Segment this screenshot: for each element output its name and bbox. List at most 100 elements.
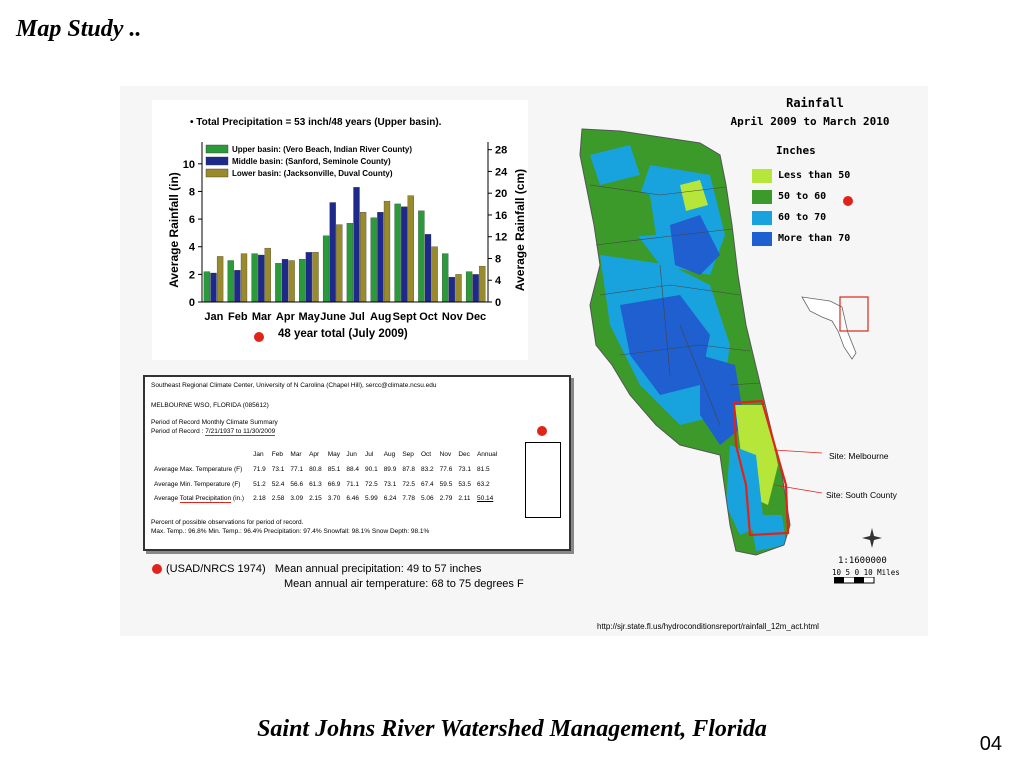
table-header-cell: May (327, 451, 340, 458)
y-right-tick-label: 28 (495, 145, 507, 157)
chart-legend: Upper basin: (Vero Beach, Indian River C… (205, 144, 412, 178)
table-cell: 2.79 (439, 495, 453, 503)
y-axis-right-label: Average Rainfall (cm) (513, 169, 527, 291)
table-row-label-part: Total Precipitation (179, 495, 232, 504)
table-cell: 50.14 (476, 495, 494, 503)
legend-swatch (752, 232, 772, 246)
table-cell: 66.9 (327, 480, 341, 488)
table-cell: 73.1 (271, 465, 285, 473)
y-right-tick-label: 4 (495, 275, 502, 287)
table-row: Average Min. Temperature (F) 51.2 52.4 56.6… (151, 475, 500, 490)
table-cell: 2.15 (309, 495, 322, 503)
table-header-cell: Dec (458, 451, 470, 458)
bar-2-Sept (407, 195, 414, 303)
table-cell: 5.06 (421, 495, 434, 503)
table-cell: 6.24 (383, 495, 397, 503)
table-cell: 53.5 (458, 480, 471, 488)
legend-swatch (752, 211, 772, 225)
table-cell: 90.1 (365, 465, 378, 473)
y-tick-label: 6 (189, 214, 195, 226)
y-right-tick-label: 24 (495, 166, 508, 178)
bar-2-Jan (216, 256, 224, 303)
table-station: MELBOURNE WSO, FLORIDA (085612) (151, 402, 269, 409)
legend-label: Upper basin: (Vero Beach, Indian River C… (232, 145, 412, 154)
site-south-county-label: Site: South County (826, 490, 897, 500)
table-cell: 63.2 (476, 480, 490, 488)
x-tick-label: Nov (442, 311, 464, 323)
bar-1-May (305, 252, 313, 303)
bar-1-Sept (401, 206, 408, 303)
table-cell: 71.9 (253, 465, 266, 473)
table-header-cell: Jul (365, 451, 374, 458)
scale-bar (834, 577, 875, 584)
bar-2-Dec (479, 265, 486, 303)
marker-dot (843, 196, 853, 206)
bars-group (203, 187, 486, 303)
bar-1-Oct (424, 234, 432, 303)
bar-0-Jul (346, 223, 354, 303)
table-corner-cell (151, 445, 250, 460)
y-right-tick-label: 8 (495, 253, 501, 265)
bar-0-Mar (251, 253, 258, 303)
table-cell: 80.8 (309, 465, 322, 473)
table-cell: 77.1 (290, 465, 304, 473)
table-header-cell: Annual (476, 451, 498, 458)
map-scale: 1:1600000 (838, 556, 887, 566)
bar-1-Jan (210, 272, 217, 303)
bar-1-Feb (234, 270, 241, 303)
table-cell: 71.1 (346, 480, 360, 488)
slide-footer-title: Saint Johns River Watershed Management, … (257, 716, 767, 742)
table-note-1: Percent of possible observations for per… (151, 519, 304, 526)
site-melbourne-label: Site: Melbourne (829, 451, 889, 461)
bar-1-Apr (281, 259, 289, 303)
county-lines (589, 184, 761, 426)
y-tick-label: 8 (189, 186, 195, 198)
table-cell: 67.4 (421, 480, 434, 488)
bar-2-Mar (264, 247, 271, 303)
x-tick-label: Sept (393, 311, 417, 323)
table-row-label-part: Average (154, 495, 180, 503)
table-cell: 73.1 (383, 480, 397, 488)
bar-0-Apr (275, 263, 282, 303)
marker-dot (254, 332, 264, 342)
table-header-cell: Oct (421, 451, 432, 458)
x-tick-label: Dec (466, 311, 486, 323)
table-cell: 3.70 (327, 495, 341, 503)
legend-swatch (205, 168, 229, 178)
x-tick-label: Jul (349, 311, 365, 323)
y-right-tick-label: 16 (495, 210, 507, 222)
table-row-label-part: (in.) (231, 495, 245, 503)
legend-swatch (205, 156, 229, 166)
table-cell: 77.6 (439, 465, 453, 473)
bar-0-Feb (227, 260, 234, 303)
y-right-tick-label: 12 (495, 232, 507, 244)
table-cell: 73.1 (458, 465, 471, 473)
table-header-cell: Nov (439, 451, 452, 458)
y-tick-label: 10 (183, 159, 195, 171)
x-tick-label: Feb (228, 311, 248, 323)
period-label: Period of Record : (151, 428, 204, 435)
usad-source: (USAD/NRCS 1974) (166, 563, 266, 575)
marker-dot (537, 426, 547, 436)
x-tick-label: Apr (276, 311, 296, 323)
table-cell: 51.2 (253, 480, 266, 488)
x-tick-label: Mar (252, 311, 272, 323)
rainfall-map (579, 128, 882, 556)
chart-caption: 48 year total (July 2009) (278, 328, 408, 340)
map-scale-ticks: 10 5 0 10 Miles (832, 568, 900, 577)
table-summary: Period of Record Monthly Climate Summary (151, 419, 278, 426)
table-source: Southeast Regional Climate Center, Unive… (151, 382, 437, 389)
map-subtitle: April 2009 to March 2010 (730, 115, 890, 128)
bar-0-Jan (203, 271, 211, 303)
bar-1-Jul (353, 187, 360, 303)
y-tick-label: 4 (189, 242, 196, 254)
y-tick-label: 0 (189, 297, 195, 309)
table-cell: 85.1 (327, 465, 341, 473)
bar-2-May (312, 252, 319, 303)
table-header-row: Jan Feb Mar Apr May Jun Jul Aug Sep Oct Nov Dec Annu… (151, 445, 500, 460)
climate-summary-table: Southeast Regional Climate Center, Unive… (143, 375, 571, 551)
bar-1-Mar (258, 254, 265, 303)
usad-precip: Mean annual precipitation: 49 to 57 inch… (274, 563, 482, 575)
